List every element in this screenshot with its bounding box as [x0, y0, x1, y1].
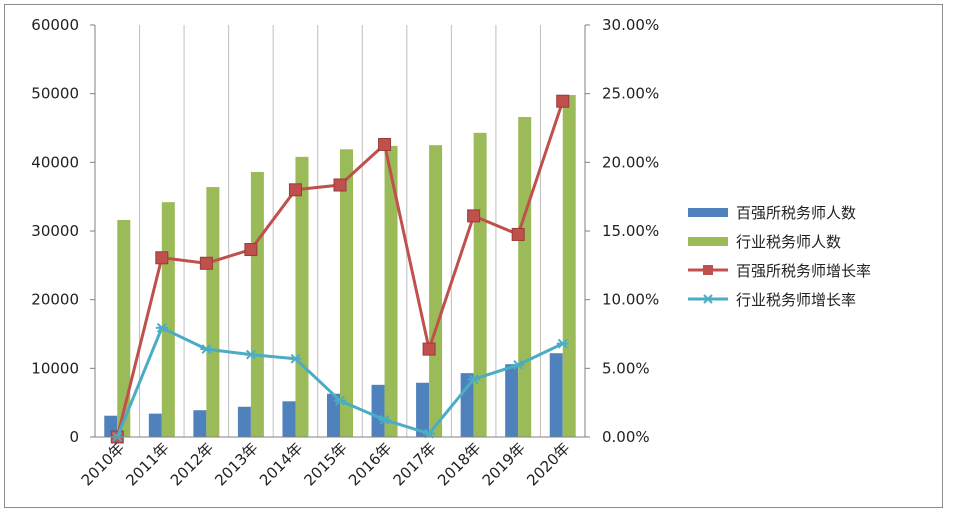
- bar-industry-6: [384, 145, 398, 437]
- point-top100-growth-5: [333, 178, 347, 192]
- left-tick-label: 50000: [31, 85, 79, 103]
- bar-industry-1: [161, 202, 175, 437]
- legend-label-3: 行业税务师增长率: [736, 291, 856, 309]
- legend-label-2: 百强所税务师增长率: [736, 262, 871, 280]
- x-tick-label: 2014年: [256, 439, 306, 489]
- bar-industry-0: [117, 220, 131, 437]
- legend-marker-3: [702, 294, 714, 304]
- bar-top100-2: [193, 410, 207, 437]
- legend-swatch-1: [688, 237, 728, 246]
- point-industry-growth-7: [423, 428, 436, 439]
- right-tick-label: 25.00%: [602, 85, 659, 103]
- left-tick-label: 40000: [31, 153, 79, 171]
- bar-top100-4: [282, 401, 296, 437]
- bar-top100-9: [505, 364, 519, 437]
- point-industry-growth-10: [556, 338, 569, 349]
- point-top100-growth-2: [199, 256, 213, 270]
- left-tick-label: 60000: [31, 16, 79, 34]
- point-industry-growth-6: [378, 414, 391, 425]
- right-tick-label: 5.00%: [602, 359, 650, 377]
- right-tick-label: 0.00%: [602, 428, 650, 446]
- bar-top100-6: [371, 384, 385, 437]
- bar-top100-7: [416, 382, 430, 437]
- legend-label-1: 行业税务师人数: [736, 233, 841, 251]
- x-tick-label: 2016年: [345, 439, 395, 489]
- right-tick-label: 10.00%: [602, 291, 659, 309]
- right-tick-label: 20.00%: [602, 153, 659, 171]
- x-tick-label: 2011年: [122, 439, 172, 489]
- left-tick-label: 20000: [31, 291, 79, 309]
- point-industry-growth-9: [512, 359, 525, 370]
- x-tick-label: 2018年: [434, 439, 484, 489]
- left-tick-label: 10000: [31, 359, 79, 377]
- legend-label-0: 百强所税务师人数: [736, 204, 856, 222]
- point-top100-growth-1: [155, 251, 169, 265]
- bar-industry-8: [473, 132, 487, 437]
- left-tick-label: 30000: [31, 222, 79, 240]
- legend-marker-2: [703, 265, 713, 275]
- point-industry-growth-5: [334, 395, 346, 406]
- legend-swatch-0: [688, 208, 728, 217]
- point-top100-growth-9: [511, 227, 525, 241]
- bar-industry-4: [295, 156, 309, 437]
- right-tick-label: 30.00%: [602, 16, 659, 34]
- bar-industry-2: [206, 187, 220, 437]
- x-axis-ticks: 2010年2011年2012年2013年2014年2015年2016年2017年…: [78, 439, 574, 489]
- point-industry-growth-2: [200, 344, 213, 355]
- point-industry-growth-4: [289, 353, 302, 364]
- point-top100-growth-10: [556, 94, 570, 108]
- point-industry-growth-1: [155, 322, 168, 333]
- bar-top100-3: [237, 406, 251, 437]
- point-top100-growth-4: [288, 183, 302, 197]
- point-industry-growth-3: [244, 349, 257, 360]
- bar-industry-9: [518, 117, 532, 437]
- left-tick-label: 0: [69, 428, 79, 446]
- bar-industry-5: [340, 149, 353, 437]
- point-top100-growth-7: [422, 342, 436, 356]
- x-tick-label: 2020年: [523, 439, 573, 489]
- bar-top100-1: [148, 413, 162, 437]
- point-industry-growth-8: [467, 374, 480, 385]
- bar-series: [104, 95, 576, 438]
- point-top100-growth-6: [378, 137, 392, 151]
- point-top100-growth-8: [467, 209, 481, 223]
- right-axis-ticks: 0.00% 5.00% 10.00% 15.00% 20.00% 25.00% 30.00%: [585, 16, 659, 446]
- x-tick-label: 2013年: [211, 439, 261, 489]
- line-series: [110, 94, 570, 444]
- bar-industry-7: [429, 145, 443, 437]
- bar-industry-10: [562, 95, 576, 437]
- x-tick-label: 2012年: [167, 439, 217, 489]
- left-axis-ticks: 0 10000 20000 30000 40000 50000 60000: [31, 16, 95, 446]
- x-tick-label: 2010年: [78, 439, 128, 489]
- point-top100-growth-3: [244, 243, 258, 257]
- bar-top100-10: [549, 353, 563, 437]
- x-tick-label: 2019年: [479, 439, 529, 489]
- bar-industry-3: [250, 171, 264, 438]
- right-tick-label: 15.00%: [602, 222, 659, 240]
- x-tick-label: 2017年: [390, 439, 440, 489]
- x-tick-label: 2015年: [300, 439, 350, 489]
